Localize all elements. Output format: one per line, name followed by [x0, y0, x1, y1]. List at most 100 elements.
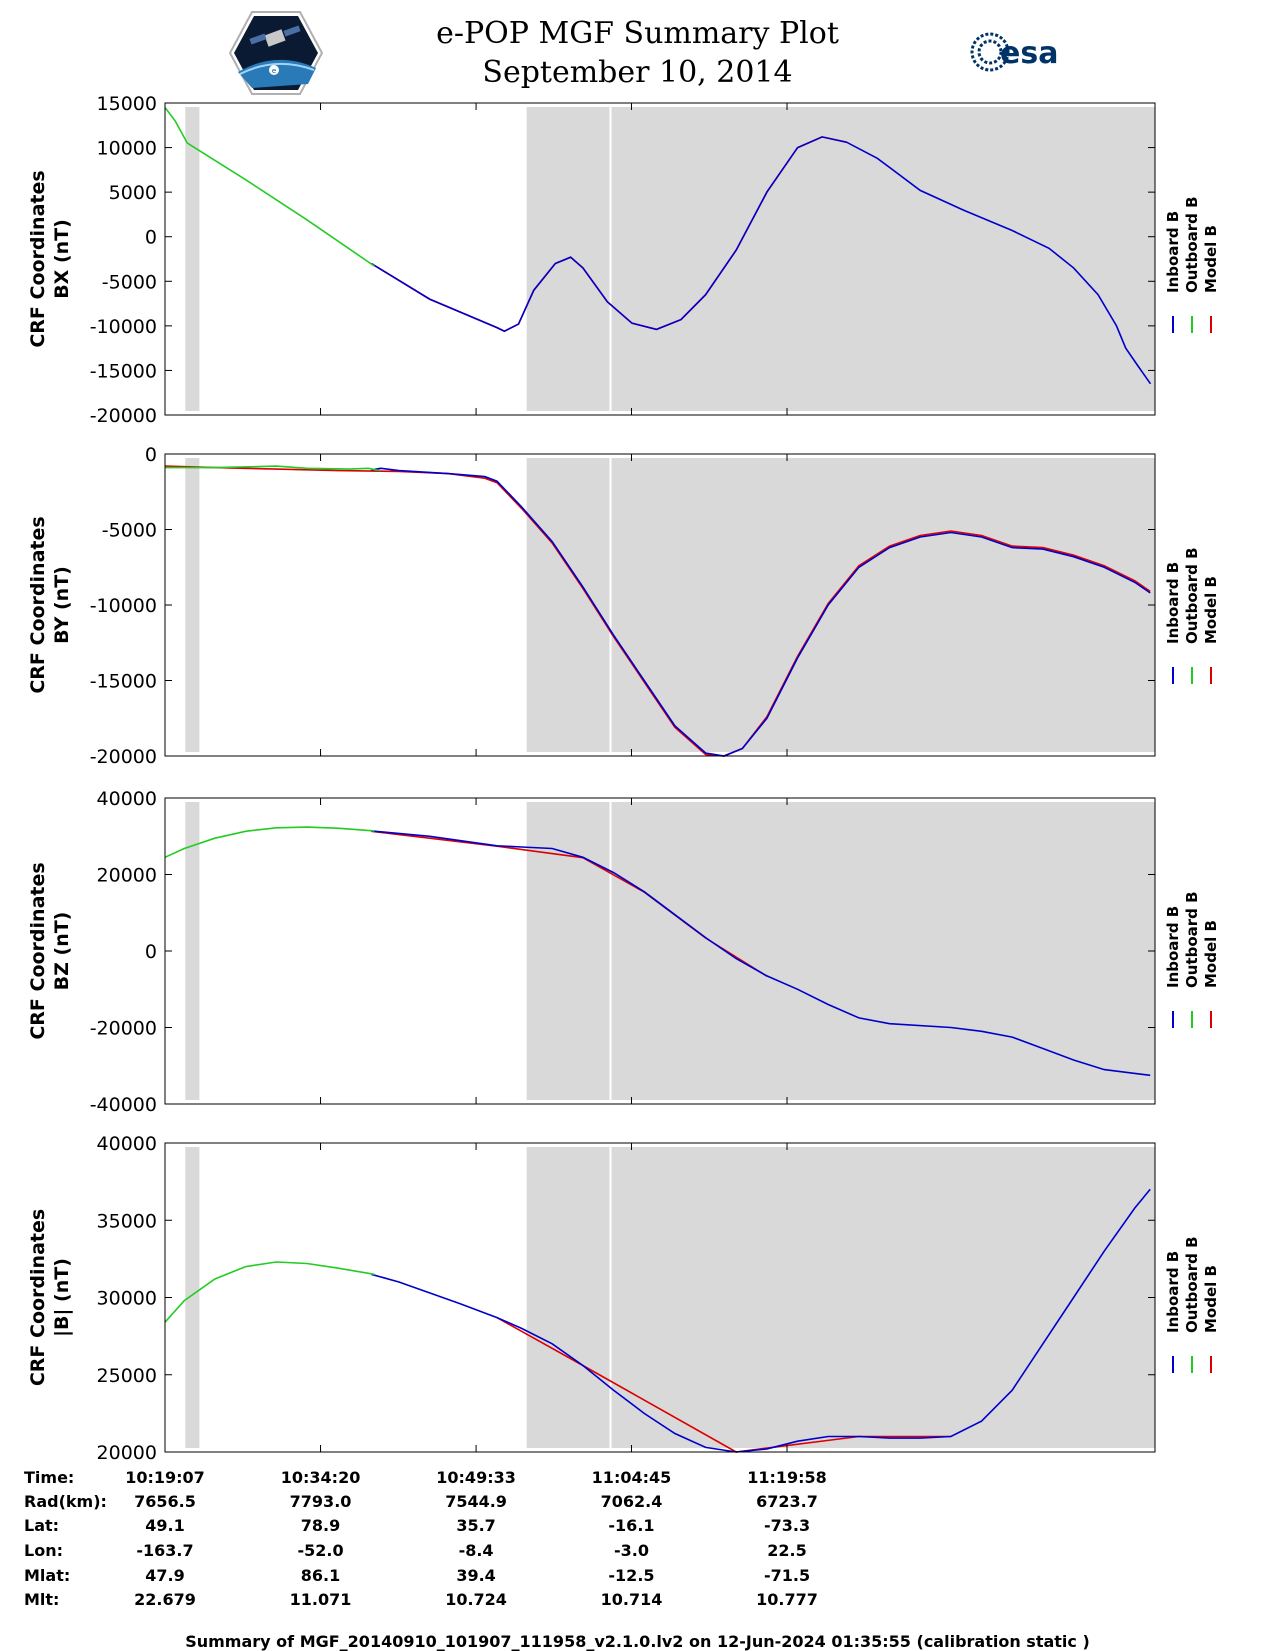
legend-label: Inboard B	[1164, 211, 1182, 293]
ephemeris-cell: 78.9	[301, 1516, 340, 1535]
y-tick-label: 30000	[97, 1288, 157, 1310]
ephemeris-cell: 7062.4	[601, 1492, 663, 1511]
legend-label: Model B	[1202, 1265, 1220, 1333]
y-tick-label: -20000	[90, 746, 157, 768]
y-tick-label: -15000	[90, 671, 157, 693]
y-tick-label: 0	[145, 941, 157, 963]
ephemeris-row-label: Mlt:	[24, 1590, 59, 1609]
ephemeris-cell: 10.777	[756, 1590, 818, 1609]
ephemeris-cell: 10:34:20	[281, 1468, 361, 1487]
ephemeris-cell: 35.7	[456, 1516, 495, 1535]
ephemeris-cell: 22.5	[767, 1541, 806, 1560]
y-tick-label: 20000	[97, 865, 157, 887]
legend-label: Inboard B	[1164, 562, 1182, 644]
y-axis-label-bottom: BZ (nT)	[51, 912, 73, 991]
shaded-region	[185, 107, 200, 411]
y-tick-label: 40000	[97, 788, 157, 810]
y-tick-label: -10000	[90, 316, 157, 338]
panel-by: 0 -5000 -10000 -15000 -20000 CRF Coordinates B…	[27, 444, 1220, 768]
y-tick-label: 40000	[97, 1133, 157, 1155]
ephemeris-cell: 10:19:07	[125, 1468, 205, 1487]
y-tick-label: -10000	[90, 595, 157, 617]
y-tick-label: -5000	[102, 271, 157, 293]
svg-text:e: e	[272, 67, 276, 75]
shaded-region	[526, 1147, 1155, 1448]
ephemeris-cell: 10:49:33	[436, 1468, 516, 1487]
y-tick-label: -5000	[102, 520, 157, 542]
ephemeris-row-label: Lon:	[24, 1541, 63, 1560]
ephemeris-cell: 47.9	[145, 1566, 184, 1585]
legend-label: Model B	[1202, 576, 1220, 644]
ephemeris-cell: -71.5	[764, 1566, 810, 1585]
ephemeris-row-label: Time:	[24, 1468, 74, 1487]
plot-date: September 10, 2014	[482, 55, 793, 90]
y-tick-label: 0	[145, 227, 157, 249]
shaded-region	[185, 458, 200, 752]
series-inboard-line	[371, 830, 1151, 1077]
panel-bx: 15000 10000 5000 0 -5000 -10000 -15000 -20000 CR…	[27, 93, 1220, 427]
shaded-region	[185, 1147, 200, 1448]
ephemeris-cell: 10.724	[445, 1590, 507, 1609]
legend-label: Outboard B	[1183, 547, 1201, 644]
ephemeris-cell: 49.1	[145, 1516, 184, 1535]
y-tick-label: 35000	[97, 1210, 157, 1232]
esa-logo: esa	[970, 32, 1058, 72]
series-inboard-line	[371, 1188, 1151, 1453]
ephemeris-row-label: Rad(km):	[24, 1492, 107, 1511]
y-tick-label: 20000	[97, 1442, 157, 1464]
y-axis-label-top: CRF Coordinates	[27, 862, 49, 1039]
ephemeris-cell: 11:04:45	[592, 1468, 672, 1487]
ephemeris-cell: 6723.7	[756, 1492, 818, 1511]
ephemeris-row-label: Mlat:	[24, 1566, 70, 1585]
legend-label: Outboard B	[1183, 196, 1201, 293]
ephemeris-cell: 10.714	[601, 1590, 663, 1609]
y-axis-label-top: CRF Coordinates	[27, 1209, 49, 1386]
legend-label: Model B	[1202, 225, 1220, 293]
shaded-region	[526, 458, 1155, 752]
ephemeris-cell: 7793.0	[290, 1492, 352, 1511]
ephemeris-cell: -8.4	[459, 1541, 494, 1560]
ephemeris-cell: 39.4	[456, 1566, 495, 1585]
series-outboard-line	[164, 826, 375, 859]
file-summary-note: Summary of MGF_20140910_101907_111958_v2…	[185, 1632, 1090, 1651]
y-tick-label: 15000	[97, 93, 157, 115]
plot-frame	[164, 102, 1156, 416]
esa-logo-text: esa	[1000, 36, 1058, 71]
panel-bmag: 40000 35000 30000 25000 20000 CRF Coordinates…	[27, 1133, 1220, 1464]
ephemeris-cell: -16.1	[608, 1516, 654, 1535]
ephemeris-cell: -163.7	[136, 1541, 193, 1560]
plot-title: e-POP MGF Summary Plot	[436, 16, 839, 51]
ephemeris-cell: 86.1	[301, 1566, 340, 1585]
ephemeris-cell: 7656.5	[134, 1492, 196, 1511]
series-outboard-line	[165, 465, 381, 472]
ephemeris-cell: 11:19:58	[747, 1468, 827, 1487]
ephemeris-cell: -73.3	[764, 1516, 810, 1535]
legend-label: Outboard B	[1183, 1236, 1201, 1333]
legend-label: Inboard B	[1164, 1251, 1182, 1333]
y-tick-label: -20000	[90, 1018, 157, 1040]
y-axis-label-bottom: BX (nT)	[51, 219, 73, 299]
panel-bz: 40000 20000 0 -20000 -40000 CRF Coordinates BZ…	[27, 788, 1220, 1116]
legend-label: Inboard B	[1164, 906, 1182, 988]
legend-label: Model B	[1202, 920, 1220, 988]
y-axis-label-top: CRF Coordinates	[27, 516, 49, 693]
y-axis-label-bottom: BY (nT)	[51, 566, 73, 644]
y-axis-label-bottom: |B| (nT)	[51, 1258, 73, 1337]
legend-label: Outboard B	[1183, 891, 1201, 988]
ephemeris-row-label: Lat:	[24, 1516, 59, 1535]
series-outboard-line	[164, 1261, 375, 1323]
y-tick-label: 25000	[97, 1365, 157, 1387]
ephemeris-cell: 22.679	[134, 1590, 196, 1609]
series-outboard-line	[164, 107, 375, 267]
shaded-region	[526, 802, 1155, 1100]
series-inboard-line	[370, 136, 1152, 385]
y-tick-label: -40000	[90, 1094, 157, 1116]
ephemeris-cell: -12.5	[608, 1566, 654, 1585]
shaded-region	[185, 802, 200, 1100]
y-axis-label-top: CRF Coordinates	[27, 170, 49, 347]
shaded-region	[526, 107, 1155, 411]
ephemeris-cell: 11.071	[290, 1590, 352, 1609]
ephemeris-cell: -52.0	[297, 1541, 343, 1560]
